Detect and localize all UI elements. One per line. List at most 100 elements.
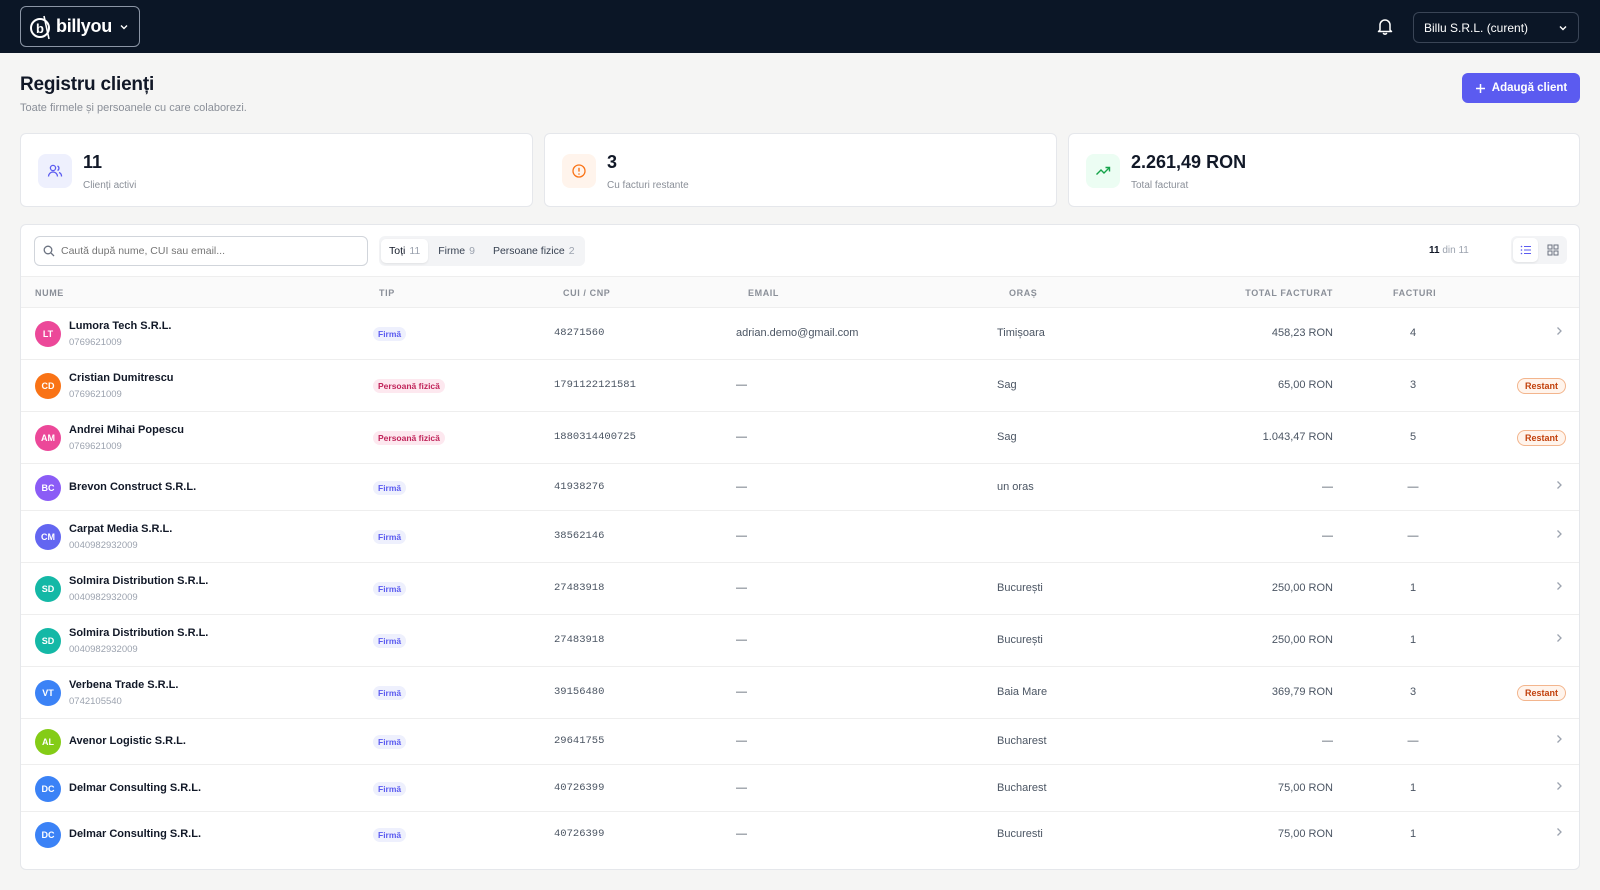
column-header-type[interactable]: Tip (379, 288, 395, 298)
client-type-badge: Persoană fizică (373, 431, 445, 445)
avatar: VT (35, 680, 61, 706)
search-input[interactable] (61, 245, 351, 257)
table-row[interactable]: CM Carpat Media S.R.L. 0040982932009 Firmă 3… (21, 511, 1579, 563)
client-name[interactable]: Delmar Consulting S.R.L. (69, 828, 202, 840)
brand-switcher[interactable]: b billyou (20, 6, 140, 47)
result-count-suffix: din 11 (1442, 245, 1469, 256)
table-row[interactable]: DC Delmar Consulting S.R.L. Firmă 40726399 —… (21, 812, 1579, 858)
avatar: DC (35, 822, 61, 848)
column-header-email[interactable]: Email (748, 288, 779, 298)
client-name[interactable]: Avenor Logistic S.R.L. (69, 735, 186, 747)
column-header-total[interactable]: Total facturat (1245, 288, 1333, 298)
client-invoice-count: — (1407, 480, 1419, 493)
client-name[interactable]: Solmira Distribution S.R.L. (69, 627, 209, 639)
client-phone: 0040982932009 (69, 540, 138, 551)
table-row[interactable]: AL Avenor Logistic S.R.L. Firmă 29641755 — Bu… (21, 719, 1579, 765)
client-cui: 48271560 (554, 327, 605, 339)
clients-table-card: Toți 11 Firme 9 Persoane fizice 2 11 din… (20, 224, 1580, 870)
client-email: — (736, 735, 747, 747)
column-header-cui[interactable]: CUI / CNP (563, 288, 611, 298)
brand-name: billyou (56, 16, 112, 36)
overdue-badge: Restant (1517, 378, 1567, 394)
top-navigation-bar: b billyou Billu S.R.L. (curent) (0, 0, 1600, 53)
trending-up-icon (1086, 154, 1120, 188)
list-view-button[interactable] (1513, 238, 1538, 262)
filter-count: 11 (409, 245, 421, 257)
stat-card-total-invoiced: 2.261,49 RON Total facturat (1068, 133, 1580, 207)
client-email: — (736, 828, 747, 840)
avatar-initials: CD (41, 381, 55, 391)
filter-label: Firme (438, 245, 466, 257)
chevron-right-icon[interactable] (1553, 632, 1565, 644)
page-title: Registru clienți (20, 74, 155, 95)
page-subtitle: Toate firmele și persoanele cu care cola… (20, 102, 247, 114)
svg-text:b: b (36, 21, 44, 36)
filter-label: Toți (389, 245, 406, 257)
table-row[interactable]: SD Solmira Distribution S.R.L. 00409829320… (21, 615, 1579, 667)
client-phone: 0769621009 (69, 389, 122, 400)
chevron-right-icon[interactable] (1553, 826, 1565, 838)
client-email: — (736, 781, 747, 794)
client-invoice-count: 1 (1409, 781, 1417, 794)
client-name[interactable]: Lumora Tech S.R.L. (69, 320, 172, 332)
table-row[interactable]: VT Verbena Trade S.R.L. 0742105540 Firmă 391… (21, 667, 1579, 719)
table-row[interactable]: AM Andrei Mihai Popescu 0769621009 Persoană… (21, 412, 1579, 464)
client-name[interactable]: Cristian Dumitrescu (69, 372, 174, 384)
column-header-city[interactable]: Oraș (1009, 288, 1038, 298)
client-type-badge: Firmă (373, 480, 407, 495)
client-total-invoiced: — (1322, 735, 1333, 747)
chevron-right-icon[interactable] (1553, 528, 1565, 540)
filter-all[interactable]: Toți 11 (381, 239, 429, 263)
add-client-button[interactable]: Adaugă client (1462, 73, 1580, 103)
client-name[interactable]: Delmar Consulting S.R.L. (69, 781, 202, 794)
chevron-right-icon[interactable] (1553, 733, 1565, 745)
client-phone: 0040982932009 (69, 592, 138, 603)
column-header-invoices[interactable]: Facturi (1393, 288, 1437, 298)
table-row[interactable]: BC Brevon Construct S.R.L. Firmă 41938276 — u… (21, 464, 1579, 511)
client-cui: 39156480 (554, 686, 605, 698)
avatar-initials: SD (41, 636, 55, 646)
avatar: DC (35, 775, 61, 802)
chevron-right-icon[interactable] (1553, 580, 1565, 592)
client-total-invoiced: 250,00 RON (1271, 634, 1333, 646)
client-total-invoiced: — (1322, 480, 1333, 493)
client-name[interactable]: Verbena Trade S.R.L. (69, 679, 179, 691)
notifications-bell-icon[interactable] (1375, 16, 1395, 36)
table-row[interactable]: SD Solmira Distribution S.R.L. 00409829320… (21, 563, 1579, 615)
filter-companies[interactable]: Firme 9 (430, 239, 483, 263)
table-row[interactable]: DC Delmar Consulting S.R.L. Firmă 40726399 —… (21, 765, 1579, 812)
chevron-right-icon[interactable] (1553, 325, 1565, 337)
column-header-name[interactable]: Nume (35, 288, 64, 298)
stat-label: Total facturat (1131, 180, 1189, 191)
client-type-badge: Firmă (373, 327, 407, 341)
client-cui: 1791122121581 (554, 379, 636, 391)
grid-view-button[interactable] (1540, 238, 1565, 262)
filter-individuals[interactable]: Persoane fizice 2 (485, 239, 583, 263)
client-name[interactable]: Andrei Mihai Popescu (69, 424, 184, 436)
stat-label: Cu facturi restante (607, 180, 689, 191)
avatar: AL (35, 729, 61, 755)
table-row[interactable]: LT Lumora Tech S.R.L. 0769621009 Firmă 48271… (21, 308, 1579, 360)
client-email: — (736, 431, 747, 443)
table-row[interactable]: CD Cristian Dumitrescu 0769621009 Persoană … (21, 360, 1579, 412)
client-type-badge: Firmă (373, 735, 407, 749)
chevron-right-icon[interactable] (1553, 479, 1565, 491)
chevron-right-icon[interactable] (1553, 780, 1565, 792)
client-invoice-count: 1 (1409, 582, 1417, 594)
client-email: — (736, 530, 747, 542)
client-phone: 0769621009 (69, 337, 122, 348)
search-box[interactable] (34, 236, 368, 266)
client-invoice-count: 3 (1409, 686, 1417, 698)
avatar-initials: BC (41, 482, 55, 493)
client-invoice-count: — (1407, 735, 1419, 747)
client-name[interactable]: Solmira Distribution S.R.L. (69, 575, 209, 587)
client-total-invoiced: 458,23 RON (1271, 327, 1333, 339)
client-invoice-count: 5 (1409, 431, 1417, 443)
client-total-invoiced: 1.043,47 RON (1262, 431, 1333, 443)
client-phone: 0769621009 (69, 441, 122, 452)
company-selector[interactable]: Billu S.R.L. (curent) (1413, 12, 1579, 43)
client-name[interactable]: Brevon Construct S.R.L. (69, 480, 197, 493)
client-name[interactable]: Carpat Media S.R.L. (69, 523, 173, 535)
client-invoice-count: 1 (1409, 634, 1417, 646)
avatar: SD (35, 576, 61, 602)
